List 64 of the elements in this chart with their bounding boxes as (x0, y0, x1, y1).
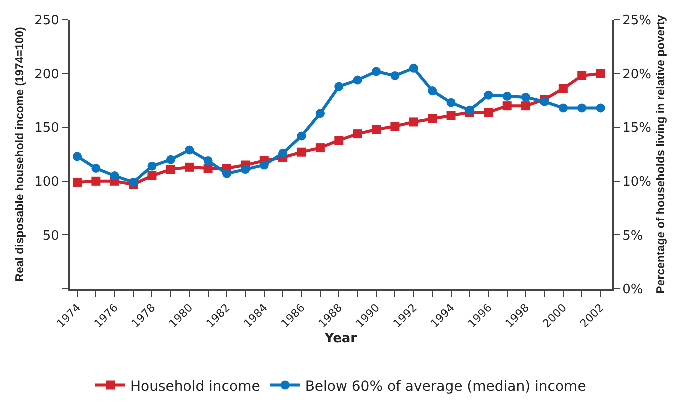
point (409, 118, 418, 127)
point (297, 132, 306, 141)
point (446, 111, 456, 120)
y2-tick-label: 20% (622, 67, 652, 82)
y-axis-title: Real disposable household income (1974=100) (14, 26, 27, 282)
y-tick-label: 50 (42, 228, 60, 244)
point (204, 156, 213, 166)
point (578, 71, 587, 80)
point (522, 102, 531, 111)
point (409, 64, 418, 73)
point (390, 71, 400, 80)
point (390, 122, 400, 132)
point (484, 90, 494, 100)
point (166, 165, 176, 174)
point (502, 92, 512, 101)
point (334, 82, 344, 92)
point (428, 86, 438, 96)
point (316, 109, 325, 118)
y2-tick-label: 15% (622, 121, 652, 136)
point (428, 114, 438, 124)
point (72, 152, 82, 162)
point (185, 146, 194, 155)
point (72, 178, 82, 187)
point (110, 172, 120, 181)
y2-tick-label: 0% (622, 282, 644, 298)
y2-tick-label: 5% (622, 228, 644, 244)
point (353, 130, 362, 139)
point (92, 176, 101, 186)
x-axis-title: Year (324, 332, 358, 347)
point (484, 108, 494, 118)
point (353, 76, 362, 85)
point (578, 104, 587, 113)
legend-label: Below 60% of average (median) income (305, 378, 586, 395)
point (185, 162, 194, 172)
point (372, 125, 382, 134)
point (558, 84, 568, 94)
point (465, 106, 474, 115)
y2-tick-label: 10% (622, 174, 652, 190)
point (148, 162, 157, 171)
y-tick-label: 250 (34, 14, 60, 29)
point (596, 104, 606, 113)
point (129, 178, 138, 187)
point (596, 69, 606, 78)
point (166, 155, 176, 164)
point (148, 172, 157, 181)
point (558, 104, 568, 113)
point (316, 144, 325, 153)
point (297, 148, 306, 157)
point (522, 92, 531, 102)
y2-axis-title: Percentage of households living in relative poverty (656, 14, 668, 294)
point (446, 98, 456, 108)
point (278, 148, 288, 158)
point (334, 136, 344, 146)
point (241, 165, 250, 174)
y2-tick-label: 25% (622, 14, 652, 29)
point (372, 67, 382, 76)
point (222, 169, 232, 178)
y-tick-label: 100 (34, 174, 60, 190)
point (92, 164, 101, 173)
point (260, 160, 269, 170)
point (502, 102, 512, 111)
y-tick-label: 150 (34, 121, 60, 136)
legend-label: Household income (130, 378, 260, 395)
y-tick-label: 200 (34, 67, 60, 82)
